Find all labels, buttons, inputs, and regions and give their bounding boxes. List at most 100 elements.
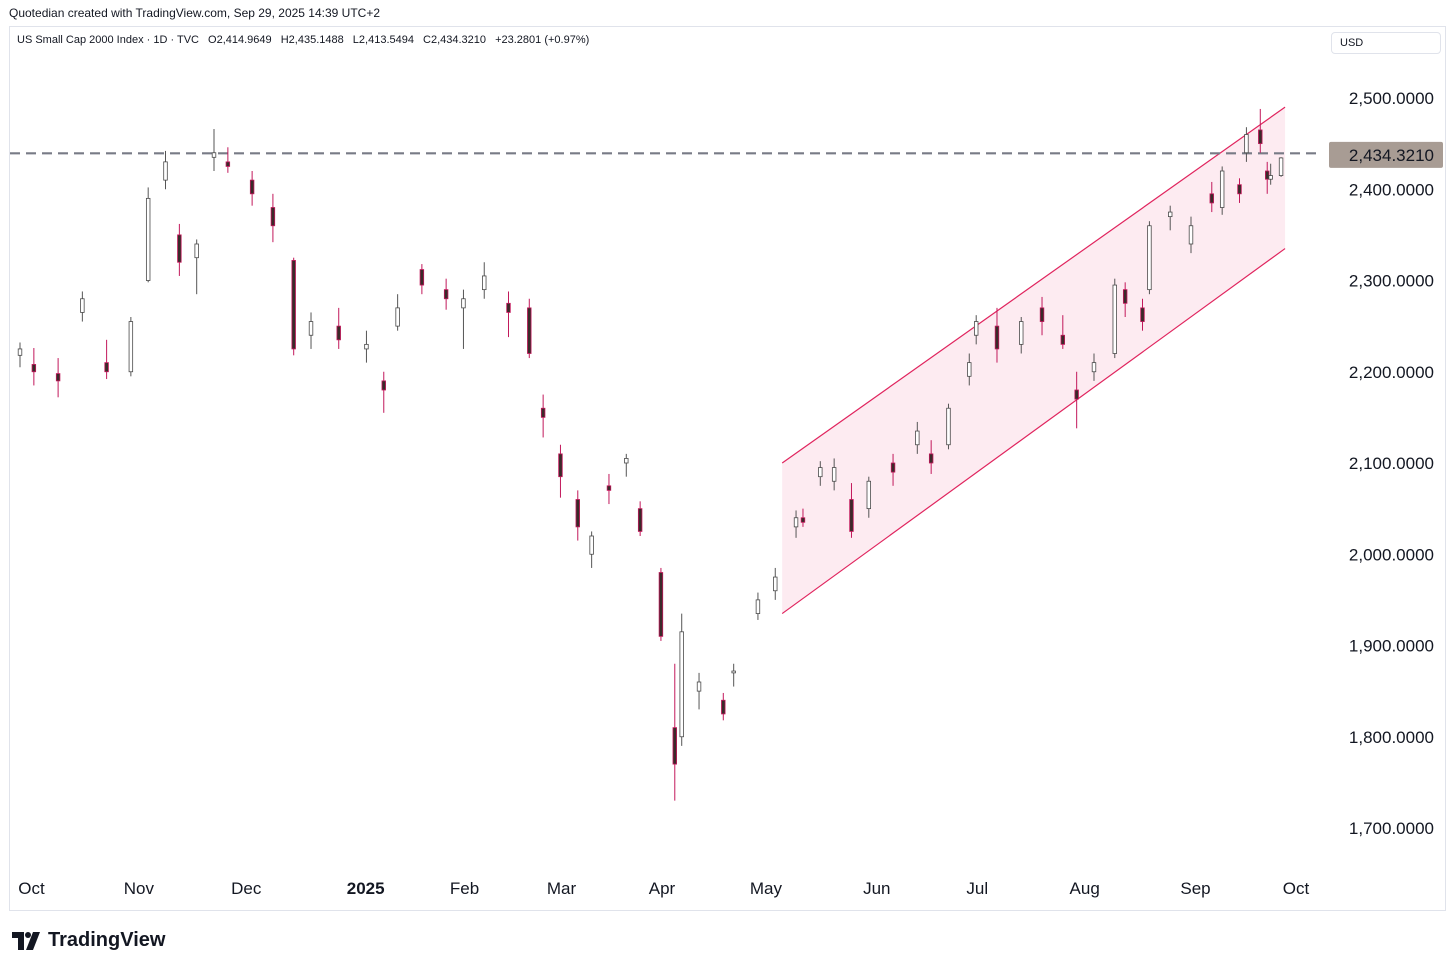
legend-symbol: US Small Cap 2000 Index · 1D · TVC [17, 34, 199, 46]
time-tick-label: Aug [1070, 879, 1100, 898]
tradingview-logo[interactable]: TradingView [12, 929, 165, 952]
candle [163, 150, 168, 190]
time-tick-label: Oct [18, 879, 45, 898]
legend-change: +23.2801 (+0.97%) [495, 34, 590, 46]
candle [1019, 317, 1024, 354]
candle-body [1168, 211, 1173, 218]
candle [80, 291, 85, 322]
candle [624, 453, 629, 477]
candle [1265, 161, 1270, 194]
candle [755, 592, 761, 620]
candle [177, 223, 182, 276]
channel-fill [782, 107, 1286, 614]
price-tick-label: 2,000.0000 [1349, 545, 1434, 564]
candle-body [890, 462, 896, 473]
candle-body [55, 373, 61, 382]
tradingview-logo-icon [12, 931, 40, 950]
candle [946, 403, 951, 450]
time-axis: Oct Nov Dec 2025 Feb Mar Apr May Jun Jul Aug Sep Oct [18, 879, 1309, 898]
chart-frame [9, 26, 1446, 911]
candle [800, 508, 806, 527]
candle-body [731, 670, 736, 674]
last-price-label: 2,434.3210 [1349, 146, 1434, 165]
candle-body [928, 453, 934, 464]
candle-body [1074, 389, 1079, 400]
candle [589, 531, 594, 568]
candle-body [773, 576, 778, 592]
candle [270, 193, 276, 243]
candle [17, 342, 23, 368]
last-price-marker: 2,434.3210 [1329, 141, 1443, 168]
candle [849, 483, 854, 538]
candle-body [1019, 321, 1024, 345]
candle-body [1188, 225, 1194, 245]
candle [506, 291, 511, 338]
currency-selector[interactable]: USD [1331, 32, 1441, 54]
candle [1258, 108, 1263, 153]
price-tick-label: 1,900.0000 [1349, 637, 1434, 656]
time-tick-label: Nov [124, 879, 155, 898]
candle [308, 312, 314, 349]
candle [211, 129, 217, 171]
candle-body [658, 572, 664, 637]
time-tick-label: Feb [450, 879, 479, 898]
time-tick-label: Jul [966, 879, 988, 898]
channel-layer [781, 106, 1286, 615]
candle-body [1091, 362, 1097, 373]
candle [31, 348, 37, 386]
candle [731, 663, 736, 687]
candle [527, 298, 532, 359]
candle-body [818, 467, 823, 478]
candle-body [291, 260, 296, 350]
candle-body [721, 699, 726, 715]
candle [1060, 315, 1066, 349]
price-tick-label: 2,300.0000 [1349, 272, 1434, 291]
candle [1074, 371, 1079, 429]
candle-body [1258, 129, 1263, 145]
symbol-legend[interactable]: US Small Cap 2000 Index · 1D · TVC O2,41… [17, 34, 595, 46]
candle-body [540, 407, 546, 418]
candle-body [381, 380, 386, 391]
candle-layer [17, 108, 1284, 801]
candle [696, 672, 702, 710]
price-tick-label: 1,800.0000 [1349, 728, 1434, 747]
candle-body [1147, 225, 1152, 291]
candle-body [866, 480, 871, 510]
price-tick-label: 1,700.0000 [1349, 819, 1434, 838]
candle-body [558, 453, 563, 478]
candle-body [755, 599, 761, 614]
candle [658, 567, 664, 641]
candle [679, 613, 684, 746]
candle [558, 444, 563, 498]
candle-body [915, 430, 920, 446]
candle-body [249, 179, 255, 195]
candle [994, 307, 1000, 363]
candle [637, 501, 643, 536]
candle-body [336, 325, 341, 341]
candle-body [461, 298, 466, 309]
candle-body [80, 298, 85, 313]
channel-lower-line [781, 248, 1286, 615]
candle-body [800, 517, 806, 523]
candle [482, 262, 487, 299]
candle-body [1112, 284, 1117, 354]
candle [672, 663, 677, 801]
candle [831, 458, 837, 491]
candle [291, 257, 296, 356]
candle-body [1039, 307, 1045, 322]
tradingview-brand-text: TradingView [48, 929, 166, 951]
candle-body [849, 499, 854, 532]
candle [381, 371, 386, 413]
price-axis: 2,500.0000 2,400.0000 2,300.0000 2,200.0000… [1349, 89, 1434, 838]
candle-body [1140, 307, 1145, 322]
candle [1122, 282, 1128, 317]
candle [249, 171, 255, 206]
candle [773, 567, 778, 600]
candle [364, 330, 369, 363]
time-tick-label: May [750, 879, 783, 898]
candle-body [793, 517, 799, 528]
last-price-box [1329, 141, 1443, 168]
candle [818, 461, 823, 486]
candle [336, 307, 341, 349]
